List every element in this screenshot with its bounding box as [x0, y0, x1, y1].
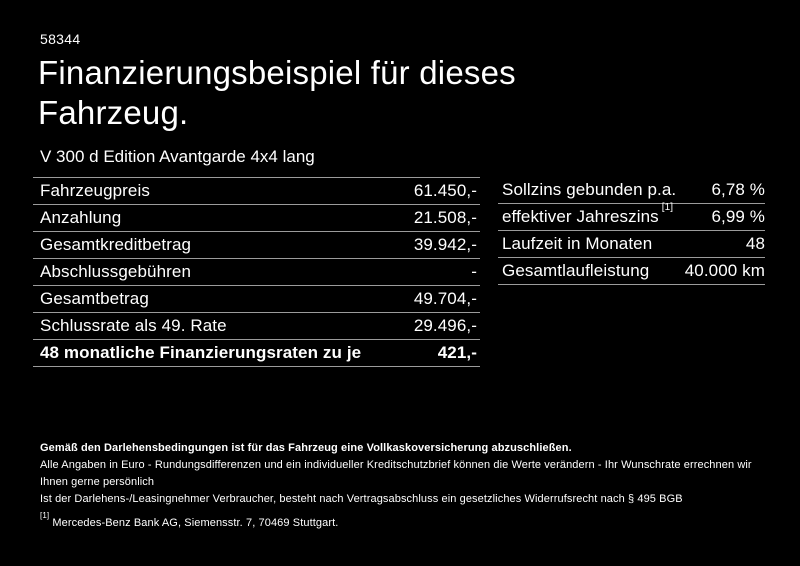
- footnote: [1] Mercedes-Benz Bank AG, Siemensstr. 7…: [40, 512, 766, 532]
- disclaimer-line: Alle Angaben in Euro - Rundungsdifferenz…: [40, 459, 752, 488]
- footnote-marker: [1]: [661, 202, 674, 214]
- row-label: Gesamtbetrag: [40, 289, 149, 308]
- table-row: Gesamtbetrag 49.704,-: [33, 285, 480, 312]
- row-value: 48: [745, 234, 765, 253]
- row-label: Laufzeit in Monaten: [502, 234, 653, 253]
- page-title-line-1: Finanzierungsbeispiel für dieses: [38, 54, 516, 91]
- row-value: 6,78 %: [711, 180, 765, 199]
- row-value: 421,-: [437, 343, 477, 362]
- page-title: Finanzierungsbeispiel für dieses Fahrzeu…: [38, 53, 516, 133]
- row-label-text: effektiver Jahreszins: [502, 207, 659, 226]
- vehicle-model-name: V 300 d Edition Avantgarde 4x4 lang: [40, 147, 315, 166]
- row-value: 21.508,-: [413, 208, 477, 227]
- row-value: 39.942,-: [413, 235, 477, 254]
- row-label: Gesamtlaufleistung: [502, 261, 650, 280]
- table-row-monthly-rate: 48 monatliche Finanzierungsraten zu je 4…: [33, 339, 480, 367]
- row-label: 48 monatliche Finanzierungsraten zu je: [40, 343, 362, 362]
- vehicle-reference-number: 58344: [40, 31, 81, 47]
- row-label: Schlussrate als 49. Rate: [40, 316, 227, 335]
- insurance-note: Gemäß den Darlehensbedingungen ist für d…: [40, 442, 572, 454]
- row-label: effektiver Jahreszins [1]: [502, 203, 673, 227]
- table-row: Gesamtkreditbetrag 39.942,-: [33, 231, 480, 258]
- table-row: effektiver Jahreszins [1] 6,99 %: [498, 203, 765, 231]
- row-label: Anzahlung: [40, 208, 122, 227]
- page-title-line-2: Fahrzeug.: [38, 94, 189, 131]
- row-value: -: [471, 262, 477, 281]
- table-row: Anzahlung 21.508,-: [33, 204, 480, 231]
- row-label: Gesamtkreditbetrag: [40, 235, 192, 254]
- footnote-text: Mercedes-Benz Bank AG, Siemensstr. 7, 70…: [52, 517, 339, 529]
- table-row: Abschlussgebühren -: [33, 258, 480, 285]
- financing-table: Fahrzeugpreis 61.450,- Anzahlung 21.508,…: [33, 177, 480, 367]
- table-row: Laufzeit in Monaten 48: [498, 231, 765, 258]
- table-row: Fahrzeugpreis 61.450,-: [33, 177, 480, 204]
- table-row: Sollzins gebunden p.a. 6,78 %: [498, 177, 765, 204]
- row-value: 61.450,-: [413, 181, 477, 200]
- row-value: 29.496,-: [413, 316, 477, 335]
- row-label: Abschlussgebühren: [40, 262, 192, 281]
- conditions-table: Sollzins gebunden p.a. 6,78 % effektiver…: [498, 177, 765, 285]
- row-value: 40.000 km: [684, 261, 765, 280]
- row-value: 49.704,-: [413, 289, 477, 308]
- row-label: Fahrzeugpreis: [40, 181, 150, 200]
- table-row: Gesamtlaufleistung 40.000 km: [498, 258, 765, 285]
- table-row: Schlussrate als 49. Rate 29.496,-: [33, 312, 480, 339]
- row-value: 6,99 %: [711, 207, 765, 226]
- disclaimer-line: Ist der Darlehens-/Leasingnehmer Verbrau…: [40, 493, 683, 505]
- row-label: Sollzins gebunden p.a.: [502, 180, 677, 199]
- footnote-marker: [1]: [40, 511, 50, 521]
- footer-disclaimers: Gemäß den Darlehensbedingungen ist für d…: [40, 440, 766, 532]
